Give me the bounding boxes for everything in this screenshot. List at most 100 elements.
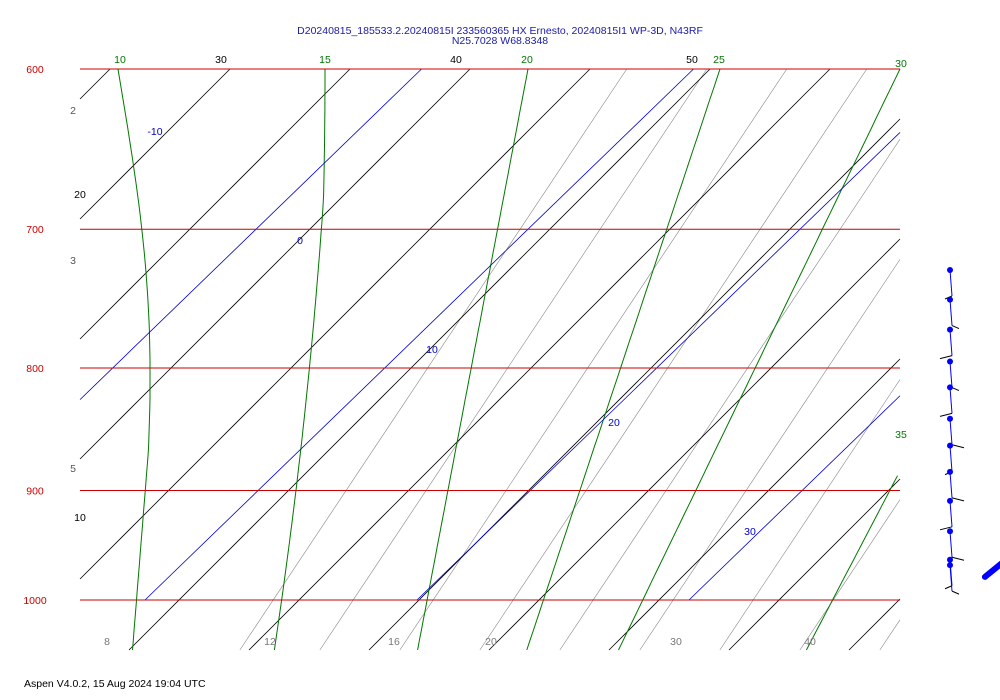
isotherm-label: 20 — [608, 417, 620, 429]
moist-adiabat-line — [719, 379, 901, 651]
wind-barb-staff — [949, 500, 953, 527]
moist-adiabat-label: 5 — [70, 463, 76, 475]
isotherm-label: -10 — [147, 126, 162, 138]
mixing-ratio-line — [618, 68, 901, 651]
bottom-axis-label: 8 — [104, 636, 110, 648]
wind-barbs-layer — [939, 267, 965, 595]
dry-adiabat-label: 10 — [74, 512, 86, 524]
wind-barb-staff — [949, 299, 953, 326]
mixing-ratio-line — [273, 69, 326, 651]
mixing-ratio-label: 10 — [114, 54, 126, 66]
wind-barb-dot — [947, 384, 953, 391]
wind-barb-flag — [951, 497, 965, 502]
wind-barb-flag — [939, 355, 953, 360]
moist-adiabat-line — [479, 68, 868, 651]
wind-barb-dot — [947, 296, 953, 303]
wind-barb-dot — [947, 442, 953, 449]
wind-barb-flag — [951, 444, 965, 449]
dry-adiabat-label: 20 — [74, 189, 86, 201]
wind-barb-dot — [947, 528, 953, 535]
wind-barb-dot — [947, 562, 953, 569]
pressure-tick-label: 1000 — [23, 595, 47, 607]
wind-barb-staff — [949, 565, 953, 592]
mixing-ratio-lines-layer — [117, 68, 901, 651]
moist-adiabat-line — [879, 619, 901, 651]
moist-adiabat-line — [559, 139, 901, 651]
wind-barb-staff — [949, 361, 953, 388]
wind-barb-dot — [947, 358, 953, 365]
wind-barb-flag — [951, 387, 960, 391]
wind-barb-staff — [949, 445, 953, 472]
wind-barb-flag — [939, 526, 953, 531]
dry-adiabat-line — [368, 118, 901, 651]
dry-adiabats-layer — [79, 68, 901, 651]
dry-adiabat-label: 30 — [215, 54, 227, 66]
moist-adiabat-line — [799, 499, 901, 651]
moist-adiabat-label: 2 — [70, 105, 76, 117]
dry-adiabat-label: 50 — [686, 54, 698, 66]
profile-series-layer — [981, 560, 1000, 580]
wind-barb-dot — [947, 468, 953, 475]
isobars-layer — [80, 68, 900, 601]
dry-adiabat-line — [248, 68, 831, 651]
dry-adiabat-line — [608, 358, 901, 651]
moist-adiabat-line — [319, 68, 708, 651]
isotherm-line — [416, 132, 901, 601]
moist-adiabats-layer — [239, 68, 901, 651]
bottom-axis-label: 30 — [670, 636, 682, 648]
pressure-tick-label: 800 — [26, 363, 44, 375]
pressure-tick-label: 600 — [26, 64, 44, 76]
moist-adiabat-line — [399, 68, 788, 651]
wind-barb-dot — [947, 556, 953, 563]
bottom-axis-label: 20 — [485, 636, 497, 648]
mixing-ratio-line — [805, 475, 898, 651]
wind-barb-flag — [939, 412, 953, 417]
wind-barb-staff — [949, 531, 953, 558]
dry-adiabat-line — [848, 598, 901, 651]
wind-barb-flag — [951, 590, 960, 595]
mixing-ratio-line — [417, 68, 529, 651]
wind-barb-flag — [944, 585, 953, 590]
dry-adiabat-label: 40 — [450, 54, 462, 66]
moist-adiabat-line — [639, 259, 901, 651]
dry-adiabat-line — [79, 68, 231, 220]
moist-adiabat-line — [239, 68, 628, 651]
mixing-ratio-label: 35 — [895, 429, 907, 441]
dry-adiabat-line — [488, 238, 901, 651]
chart-header-line1: D20240815_185533.2.20240815I 233560365 H… — [297, 25, 703, 37]
mixing-ratio-line — [526, 68, 721, 651]
wind-barb-staff — [949, 387, 953, 414]
dry-adiabat-line — [79, 68, 471, 460]
mixing-ratio-label: 30 — [895, 58, 907, 70]
dry-adiabat-line — [728, 478, 901, 651]
wind-barb-dot — [947, 267, 953, 274]
isotherm-line — [688, 395, 901, 601]
isotherm-label: 0 — [297, 235, 303, 247]
wind-barb-staff — [949, 269, 953, 297]
bottom-axis-label: 16 — [388, 636, 400, 648]
isotherms-layer — [79, 68, 901, 601]
isotherm-line — [144, 68, 694, 601]
mixing-ratio-label: 15 — [319, 54, 331, 66]
wind-barb-staff — [949, 471, 953, 498]
wind-barb-staff — [949, 329, 953, 356]
mixing-ratio-line — [117, 68, 151, 651]
isotherm-line — [79, 68, 422, 400]
isotherm-label: 30 — [744, 526, 756, 538]
software-footer: Aspen V4.0.2, 15 Aug 2024 19:04 UTC — [24, 678, 206, 690]
dry-adiabat-line — [79, 68, 111, 100]
wind-barb-flag — [951, 556, 965, 561]
pressure-tick-label: 900 — [26, 485, 44, 497]
dry-adiabat-line — [79, 68, 351, 340]
bottom-axis-label: 40 — [804, 636, 816, 648]
chart-header-line2: N25.7028 W68.8348 — [451, 35, 549, 47]
bottom-axis-label: 12 — [264, 636, 276, 648]
mixing-ratio-label: 20 — [521, 54, 533, 66]
wind-barb-staff — [949, 418, 953, 445]
dry-adiabat-line — [79, 68, 591, 580]
wind-barb-dot — [947, 326, 953, 333]
wind-barb-dot — [947, 497, 953, 504]
moist-adiabat-label: 3 — [70, 255, 76, 267]
